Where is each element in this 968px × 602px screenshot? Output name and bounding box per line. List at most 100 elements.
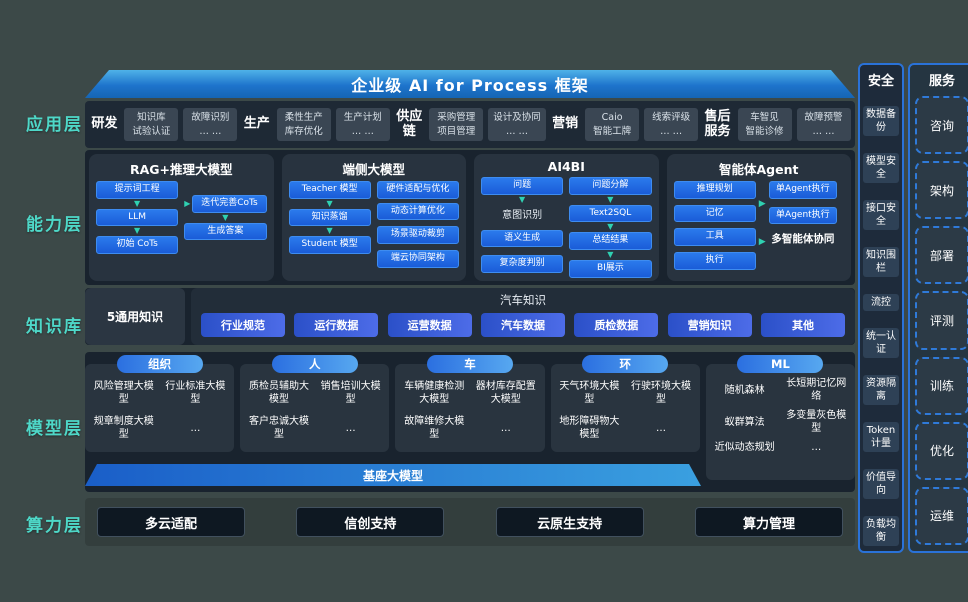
app-chip-line: 库存优化 [284,125,323,137]
agent-component: 执行 [673,252,756,270]
arrow-down-icon: ▼ [607,222,614,232]
app-chip-line: … … [351,125,374,137]
card-title: RAG+推理大模型 [129,162,233,177]
agent-components: 推理规划 记忆 工具 执行 [673,181,756,270]
model-group-pill: 环 [582,355,669,373]
security-item: 知识围栏 [863,247,899,277]
layer-label-application: 应用层 [26,115,83,135]
model-grid: 随机森林 长短期记忆网络 蚁群算法 多变量灰色模型 近似动态规划 … [706,364,855,458]
model-grid: 车辆健康检测大模型 器材库存配置大模型 故障维修大模型 … [395,364,544,445]
edge-flow: Teacher 模型 ▼ 知识蒸馏 ▼ Student 模型 硬件适配与优化 动… [288,181,459,268]
card-ai4bi: AI4BI 问题 ▼ 意图识别 语义生成 复杂度判别 问题分解 ▼ Text2S… [474,154,659,281]
app-chip: 设计及协同 … … [488,108,546,141]
card-title: 端侧大模型 [342,162,405,177]
app-chip-line: 设计及协同 [493,112,541,124]
knowledge-layer-band: 5通用知识 汽车知识 行业规范 运行数据 运营数据 汽车数据 质检数据 营销知识… [85,288,855,345]
model-grid: 质检员辅助大模型 销售培训大模型 客户忠诚大模型 … [240,364,389,445]
model-group-vehicle: 车 车辆健康检测大模型 器材库存配置大模型 故障维修大模型 … [395,355,545,452]
flow-node: 迭代完善CoTs [192,195,267,213]
auto-knowledge-card: 汽车知识 行业规范 运行数据 运营数据 汽车数据 质检数据 营销知识 其他 [191,288,855,345]
flow-node: 语义生成 [481,229,564,248]
knowledge-chip: 运营数据 [387,313,472,337]
application-layer-band: 研发 知识库 试验认证 故障识别 … … 生产 柔性生产 库存优化 生产计划 …… [85,101,855,148]
app-chip: 采购管理 项目管理 [429,108,484,141]
app-chip-line: 线索评级 [652,112,691,124]
model-item: 质检员辅助大模型 [249,381,309,405]
arrow-right-icon: ▶ [758,237,766,247]
model-item: … [811,442,822,453]
knowledge-chip: 行业规范 [201,313,285,337]
agent-caption: 多智能体协同 [771,233,835,246]
arrow-down-icon: ▼ [607,250,614,260]
service-column: 服务 咨询 架构 部署 评测 训练 优化 运维 [908,63,968,553]
card-title: 智能体Agent [719,162,799,177]
app-group-label: 研发 [91,116,118,132]
model-item: 多变量灰色模型 [786,410,847,434]
service-column-title: 服务 [928,74,955,89]
app-chip-line: 知识库 [137,112,166,124]
flow-node: 总结结果 [569,232,652,251]
app-chip-line: … … [812,125,835,137]
flow-row: ▶ 迭代完善CoTs [184,195,267,213]
app-chip-line: 故障预警 [804,112,843,124]
knowledge-chip: 质检数据 [574,313,659,337]
rag-flow-left: 提示词工程 ▼ LLM ▼ 初始 CoTs [96,181,179,255]
model-item: 天气环境大模型 [559,381,620,405]
edge-technique-list: 硬件适配与优化 动态计算优化 场景驱动裁剪 端云协同架构 [376,181,459,268]
app-chip-line: 采购管理 [437,112,476,124]
app-chip: Caio 智能工牌 [585,108,640,141]
compute-item-multicloud: 多云适配 [97,507,245,537]
app-chip: 线索评级 … … [644,108,699,141]
edge-flow-left: Teacher 模型 ▼ 知识蒸馏 ▼ Student 模型 [288,181,371,268]
flow-node: 知识蒸馏 [288,208,371,227]
model-item: 地形障碍物大模型 [559,416,620,440]
layer-label-model: 模型层 [26,419,83,439]
security-item: 负载均衡 [863,516,899,546]
agent-executor: 单Agent执行 [769,181,837,199]
compute-item-cloudnative: 云原生支持 [495,507,644,537]
layer-label-compute: 算力层 [26,516,83,536]
model-item: 车辆健康检测大模型 [404,381,465,405]
model-item: … [345,422,356,434]
model-item: … [500,422,511,434]
model-group-environment: 环 天气环境大模型 行驶环境大模型 地形障碍物大模型 … [550,355,700,452]
app-chip-line: 项目管理 [437,125,476,137]
app-chip: 柔性生产 库存优化 [276,108,331,141]
layer-label-capability: 能力层 [26,215,83,235]
model-item: … [190,422,201,434]
model-item: 行业标准大模型 [165,381,226,405]
flow-node: 生成答案 [184,222,267,241]
ai4bi-flow-left: 问题 ▼ 意图识别 语义生成 复杂度判别 [481,177,564,278]
ai4bi-flow-right: 问题分解 ▼ Text2SQL ▼ 总结结果 ▼ BI展示 [569,177,652,278]
security-item: 资源隔离 [863,375,899,405]
flow-node: 问题分解 [569,177,652,195]
model-grid: 天气环境大模型 行驶环境大模型 地形障碍物大模型 … [551,364,700,445]
app-group-label: 售后服务 [704,108,731,139]
arrow-right-icon: ▶ [184,198,191,208]
app-group-supply-chain: 供应链 采购管理 项目管理 设计及协同 … … [394,108,546,141]
app-group-production: 生产 柔性生产 库存优化 生产计划 … … [242,108,390,141]
app-group-after-sales: 售后服务 车智见 智能诊修 故障预警 … … [703,108,851,141]
model-item: 近似动态规划 [714,442,775,453]
security-item: 流控 [863,294,899,311]
flow-node: Student 模型 [288,236,371,255]
app-chip: 故障识别 … … [183,108,238,141]
agent-component: 推理规划 [673,181,756,199]
agent-executors: 单Agent执行 单Agent执行 多智能体协同 [762,181,844,270]
flow-node: Teacher 模型 [288,181,371,199]
list-node: 场景驱动裁剪 [376,226,459,245]
card-agent: 智能体Agent 推理规划 记忆 工具 执行 ▶ ▶ 单Agent执行 单Age… [666,154,851,281]
service-item: 运维 [915,486,968,545]
app-chip-line: 柔性生产 [284,112,323,124]
model-item: 器材库存配置大模型 [475,381,536,405]
model-group-pill: 人 [271,355,358,373]
model-item: 客户忠诚大模型 [249,416,309,440]
agent-flow: 推理规划 记忆 工具 执行 ▶ ▶ 单Agent执行 单Agent执行 多智能体… [673,181,845,270]
model-item: 故障维修大模型 [404,416,465,440]
service-item: 训练 [915,356,968,415]
security-column: 安全 数据备份 模型安全 接口安全 知识围栏 流控 统一认证 资源隔离 Toke… [858,63,904,553]
list-node: 端云协同架构 [376,250,459,268]
arrow-down-icon: ▼ [607,194,614,204]
app-chip: 车智见 智能诊修 [737,108,792,141]
service-item: 咨询 [915,96,968,155]
